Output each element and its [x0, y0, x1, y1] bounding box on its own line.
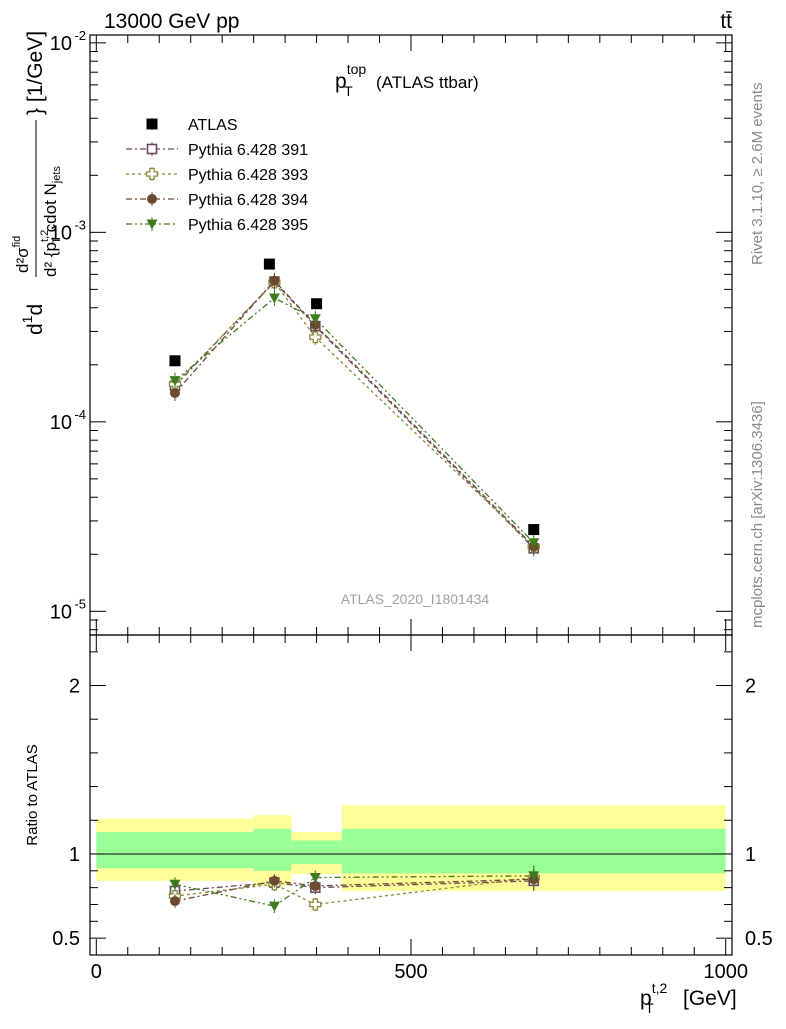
main-ylabel-denominator: d² {pt,2T cdot Njets	[39, 166, 63, 277]
uncertainty-band-green	[253, 828, 292, 871]
ratio-y-tick-label-right: 1	[745, 844, 756, 866]
legend-label: Pythia 6.428 395	[188, 217, 308, 234]
header-left: 13000 GeV pp	[104, 10, 239, 33]
legend-marker	[146, 143, 158, 155]
ratio-y-tick-label: 1	[69, 844, 80, 866]
legend: ATLAS Pythia 6.428 391 Pythia 6.428 393 Pyt…	[126, 117, 308, 234]
rivet-label: Rivet 3.1.10, ≥ 2.6M events	[749, 83, 766, 266]
data-point	[169, 387, 180, 398]
header-right: tt̄	[720, 10, 732, 33]
xlabel-base: p	[640, 987, 652, 1010]
main-ylabel: d1d d²σfid d² {pt,2T cdot Njets } [1/GeV…	[11, 31, 63, 335]
title-sub: T	[344, 83, 353, 99]
data-point	[268, 293, 280, 304]
ratio-point	[309, 873, 321, 884]
ratio-point	[528, 871, 540, 882]
ratio-ylabel: Ratio to ATLAS	[24, 744, 41, 845]
ratio-point	[309, 898, 322, 911]
ratio-y-tick-label-right: 2	[745, 676, 756, 698]
ratio-line-3	[174, 878, 534, 902]
series-line-2	[174, 281, 535, 547]
y-tick-label: 10	[50, 33, 72, 55]
ratio-frame	[89, 634, 733, 956]
mcplots-label: mcplots.cern.ch [arXiv:1306.3436]	[749, 401, 766, 628]
data-point	[263, 258, 275, 270]
legend-label: Pythia 6.428 391	[188, 142, 308, 159]
data-point	[309, 314, 321, 325]
xlabel: pt,2 T	[640, 980, 667, 1016]
y-tick-exponent: -4	[74, 407, 86, 422]
y-tick-label: 10	[50, 412, 72, 434]
xlabel-sup: t,2	[652, 980, 668, 996]
x-tick-label: 500	[394, 961, 427, 983]
uncertainty-band-green	[96, 832, 254, 869]
xlabel-sub: T	[645, 1000, 654, 1016]
data-point	[528, 524, 540, 536]
main-panel: 10-210-310-410-5 ptop T (ATLAS ttbar) ATL…	[11, 28, 733, 636]
title-base: p	[335, 70, 347, 93]
ratio-point	[169, 879, 181, 890]
series-line-4	[174, 297, 535, 544]
legend-marker	[146, 118, 158, 130]
title-sup: top	[347, 61, 367, 77]
ratio-point	[310, 880, 321, 891]
ratio-y-tick-label-right: 0.5	[745, 928, 773, 950]
ratio-panel: 0.5 0.5 1 1 2 2 0 500 1000 Ratio to ATLAS pt,2 T…	[24, 634, 773, 1016]
main-ylabel-prefix: d1d	[19, 304, 47, 335]
x-tick-label: 0	[91, 961, 102, 983]
main-title: ptop T	[335, 61, 366, 99]
data-point	[311, 298, 323, 310]
main-ylabel-rest: } [1/GeV]	[24, 31, 47, 115]
data-point	[528, 538, 540, 549]
data-point	[269, 275, 280, 286]
title-rest: (ATLAS ttbar)	[376, 73, 479, 92]
legend-marker	[147, 194, 157, 204]
data-point	[169, 376, 181, 387]
series-line-3	[174, 279, 535, 547]
main-ylabel-frac: d²σfid	[11, 236, 32, 273]
ratio-y-tick-label: 0.5	[52, 928, 80, 950]
y-tick-label: 10	[50, 601, 72, 623]
data-point	[169, 355, 181, 367]
uncertainty-band-green	[291, 840, 342, 865]
y-tick-exponent: -2	[74, 28, 86, 43]
ratio-point	[169, 896, 180, 907]
legend-label: Pythia 6.428 394	[188, 192, 308, 209]
ratio-y-tick-label: 2	[69, 676, 80, 698]
xlabel-rest: [GeV]	[683, 987, 737, 1010]
x-tick-label: 1000	[703, 961, 748, 983]
y-tick-exponent: -3	[74, 217, 86, 232]
data-point	[309, 330, 322, 344]
ratio-point	[268, 901, 280, 912]
y-tick-exponent: -5	[74, 596, 86, 611]
legend-marker	[145, 167, 159, 181]
legend-marker	[146, 219, 158, 230]
y-tick-label: 10	[50, 222, 72, 244]
ratio-line-2	[174, 876, 534, 906]
ratio-point	[269, 875, 280, 886]
legend-label: Pythia 6.428 393	[188, 167, 308, 184]
series-line-1	[174, 280, 535, 549]
legend-label: ATLAS	[188, 117, 238, 134]
watermark: ATLAS_2020_I1801434	[341, 591, 490, 607]
main-frame	[89, 34, 733, 636]
